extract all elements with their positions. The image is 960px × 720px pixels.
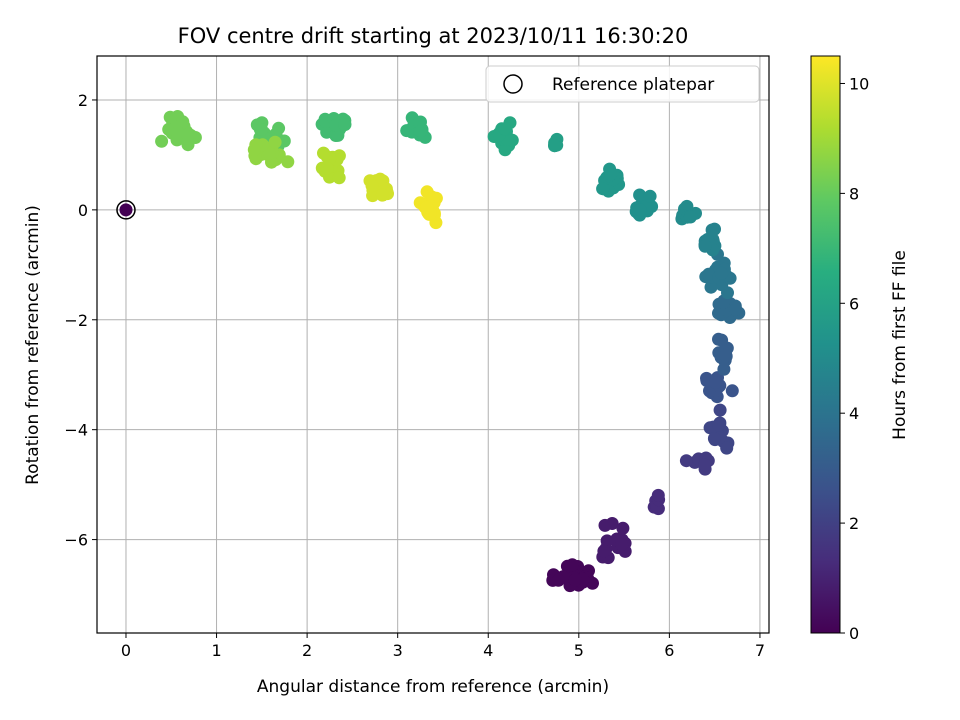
scatter-point (704, 280, 718, 294)
scatter-point (320, 161, 334, 175)
scatter-point (715, 266, 728, 280)
data-points (116, 110, 746, 593)
scatter-point (705, 223, 719, 237)
scatter-point (716, 296, 730, 310)
scatter-point (268, 135, 282, 149)
colorbar-tick-label: 0 (849, 624, 859, 643)
x-axis-ticks: 0 1 2 3 4 5 6 7 (121, 633, 765, 660)
x-tick-label: 2 (302, 641, 312, 660)
colorbar: 0 2 4 6 8 10 Hours from first FF file (810, 55, 910, 643)
y-tick-label: −2 (64, 311, 88, 330)
scatter-point (712, 418, 726, 432)
y-axis-label: Rotation from reference (arcmin) (23, 205, 43, 485)
scatter-point (171, 126, 185, 139)
colorbar-ticks: 0 2 4 6 8 10 (840, 74, 869, 643)
scatter-point (596, 182, 610, 196)
plot-frame (96, 55, 770, 634)
scatter-point (720, 441, 734, 455)
legend: Reference platepar (485, 65, 760, 103)
scatter-point (155, 134, 169, 148)
scatter-point (702, 267, 716, 281)
scatter-point (568, 573, 582, 587)
colorbar-tick-label: 2 (849, 514, 859, 533)
y-tick-label: 2 (78, 91, 88, 110)
scatter-point (332, 171, 346, 185)
scatter-point (420, 200, 434, 214)
scatter-point (586, 576, 599, 590)
scatter-point (548, 139, 562, 153)
scatter-point (683, 210, 697, 224)
x-tick-label: 6 (664, 641, 674, 660)
chart-title: FOV centre drift starting at 2023/10/11 … (178, 24, 689, 48)
legend-marker (503, 74, 523, 94)
scatter-point (565, 558, 579, 572)
scatter-point (255, 123, 268, 136)
legend-box (485, 65, 760, 103)
scatter-point (551, 573, 565, 587)
scatter-point (643, 189, 657, 203)
reference-point-fill (119, 203, 133, 217)
scatter-point (717, 362, 731, 376)
scatter-point (679, 454, 693, 468)
scatter-point (366, 189, 380, 203)
scatter-point (707, 432, 721, 445)
scatter-point (713, 403, 727, 417)
scatter-point (338, 118, 352, 131)
colorbar-tick-label: 4 (849, 404, 859, 423)
scatter-point (633, 188, 647, 202)
scatter-point (181, 128, 195, 142)
scatter-point (633, 203, 647, 217)
scatter-point (698, 458, 712, 472)
scatter-point (604, 167, 617, 181)
scatter-point (181, 138, 195, 152)
scatter-point (414, 124, 428, 138)
x-tick-label: 0 (121, 641, 131, 660)
x-tick-label: 4 (483, 641, 493, 660)
scatter-point (247, 143, 261, 157)
colorbar-tick-label: 10 (849, 74, 869, 93)
x-tick-label: 7 (755, 641, 765, 660)
scatter-point (729, 302, 743, 316)
x-tick-label: 3 (393, 641, 403, 660)
x-axis-label: Angular distance from reference (arcmin) (257, 677, 609, 697)
scatter-point (715, 333, 729, 347)
colorbar-label: Hours from first FF file (890, 250, 910, 440)
scatter-point (597, 544, 611, 558)
scatter-point (317, 146, 330, 160)
scatter-point (651, 488, 665, 502)
scatter-point (281, 155, 295, 169)
colorbar-tick-label: 8 (849, 184, 859, 203)
scatter-point (616, 521, 630, 535)
scatter-point (272, 121, 286, 135)
scatter-point (375, 188, 389, 202)
scatter-point (598, 518, 612, 532)
legend-entry-reference: Reference platepar (552, 75, 714, 95)
scatter-point (725, 384, 739, 398)
scatter-point (719, 348, 733, 362)
scatter-point (498, 143, 512, 157)
y-axis-ticks: −6 −4 −2 0 2 (64, 91, 97, 550)
reference-platepar-marker (116, 200, 136, 220)
x-tick-label: 5 (574, 641, 584, 660)
scatter-point (498, 122, 511, 136)
scatter-point (365, 179, 379, 193)
scatter-point (615, 538, 629, 551)
y-tick-label: −4 (64, 421, 88, 440)
colorbar-tick-label: 6 (849, 294, 859, 313)
y-tick-label: 0 (78, 201, 88, 220)
x-tick-label: 1 (211, 641, 221, 660)
y-tick-label: −6 (64, 531, 88, 550)
colorbar-gradient (810, 55, 841, 634)
scatter-point (698, 239, 712, 253)
scatter-point (709, 376, 722, 390)
